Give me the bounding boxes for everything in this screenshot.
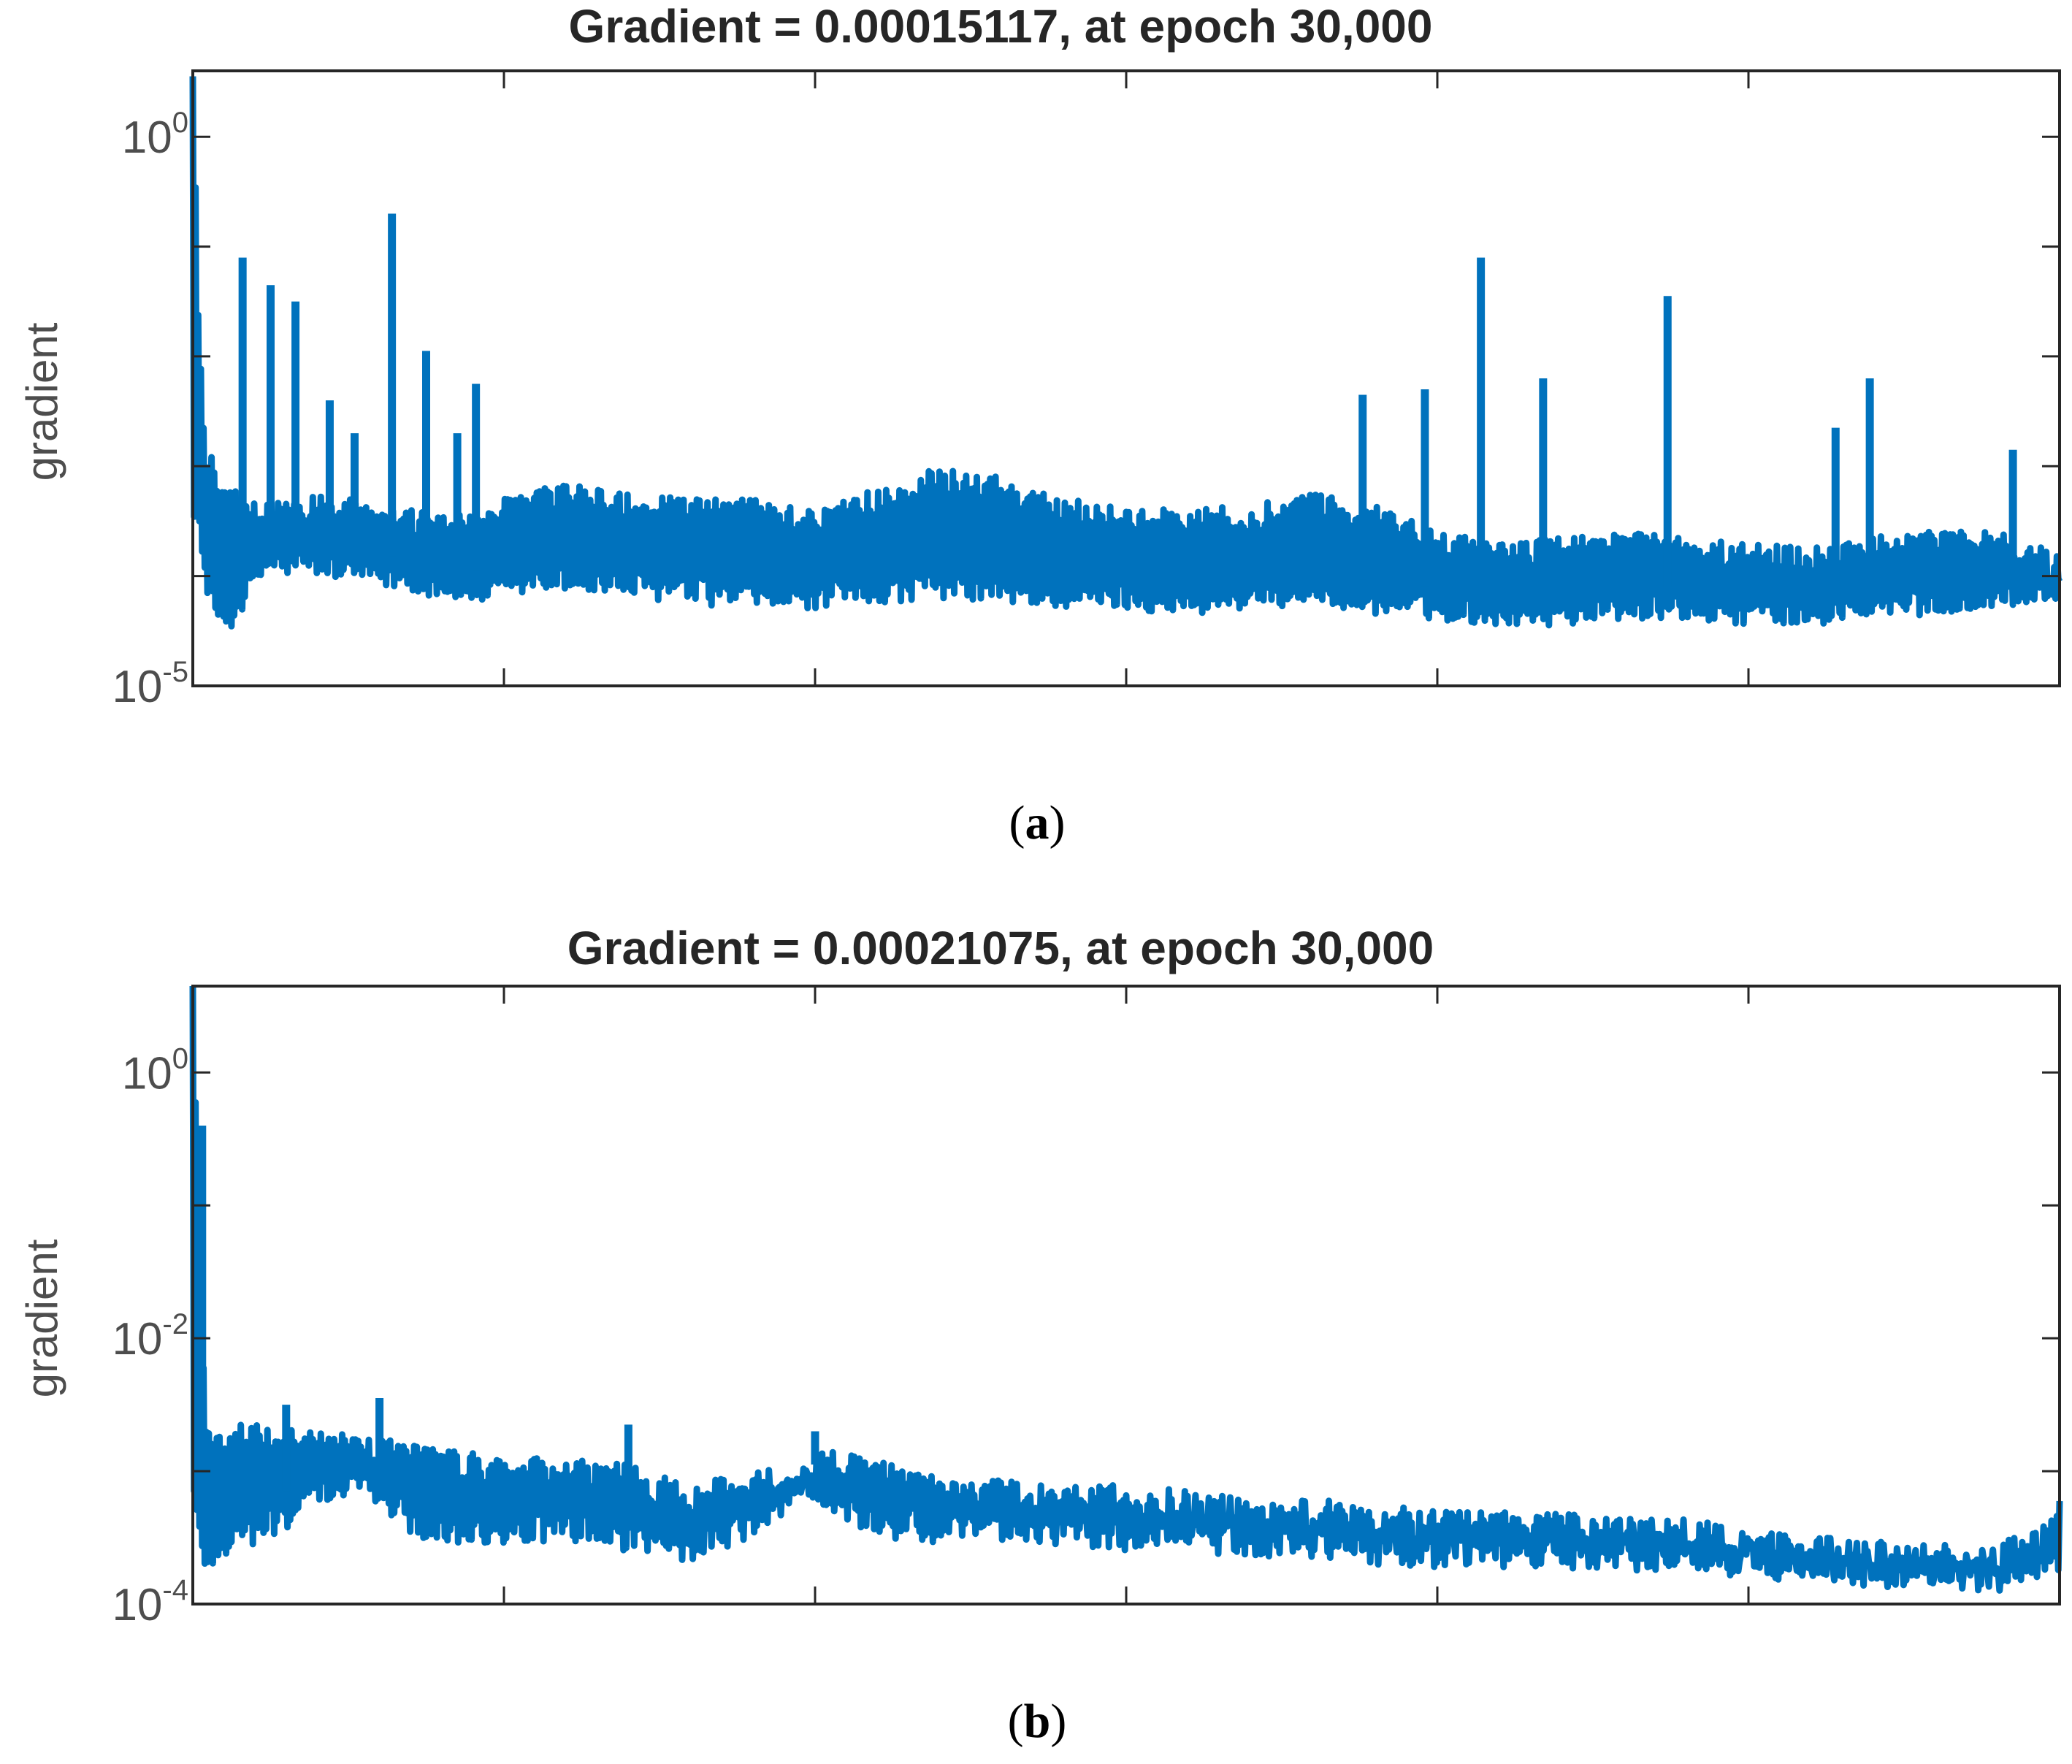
chart-b-title: Gradient = 0.00021075, at epoch 30,000: [567, 922, 1434, 974]
chart-a-ylabel: gradient: [18, 322, 66, 481]
chart-a-title: Gradient = 0.00015117, at epoch 30,000: [569, 0, 1433, 53]
ytick-exponent: 0: [172, 107, 188, 139]
chart-a-ytick-label: 100: [122, 107, 188, 163]
chart-a-caption-letter: a: [1025, 796, 1050, 849]
chart-a-ytick-label: 10-5: [112, 656, 188, 712]
ytick-base: 10: [112, 1580, 162, 1630]
chart-b-ytick-label: 100: [122, 1042, 188, 1099]
ytick-base: 10: [112, 662, 162, 712]
ytick-exponent: -4: [162, 1574, 188, 1606]
ytick-exponent: 0: [172, 1042, 188, 1074]
ytick-base: 10: [112, 1314, 162, 1364]
chart-b-axes-box: [191, 985, 2061, 1605]
chart-b: Gradient = 0.00021075, at epoch 30,000 g…: [18, 922, 2063, 1748]
chart-a-series-line: [189, 76, 2063, 630]
chart-a-series-gradient: [189, 76, 2063, 630]
chart-b-caption: (b): [1008, 1695, 1067, 1748]
chart-a-caption: (a): [1009, 796, 1066, 849]
ytick-exponent: -5: [162, 656, 188, 688]
chart-b-ytick-label: 10-4: [112, 1574, 188, 1630]
chart-b-series-gradient: [189, 985, 2063, 1594]
ytick-exponent: -2: [162, 1308, 188, 1340]
chart-a: Gradient = 0.00015117, at epoch 30,000 g…: [18, 0, 2063, 849]
ytick-base: 10: [122, 1048, 172, 1099]
chart-a-axes-box: [191, 69, 2061, 687]
ytick-base: 10: [122, 112, 172, 163]
chart-b-ylabel: gradient: [18, 1239, 66, 1397]
chart-b-caption-letter: b: [1024, 1695, 1051, 1748]
chart-b-ticks: [193, 986, 2060, 1605]
chart-b-ytick-label: 10-2: [112, 1308, 188, 1364]
chart-b-series-line: [189, 985, 2063, 1594]
